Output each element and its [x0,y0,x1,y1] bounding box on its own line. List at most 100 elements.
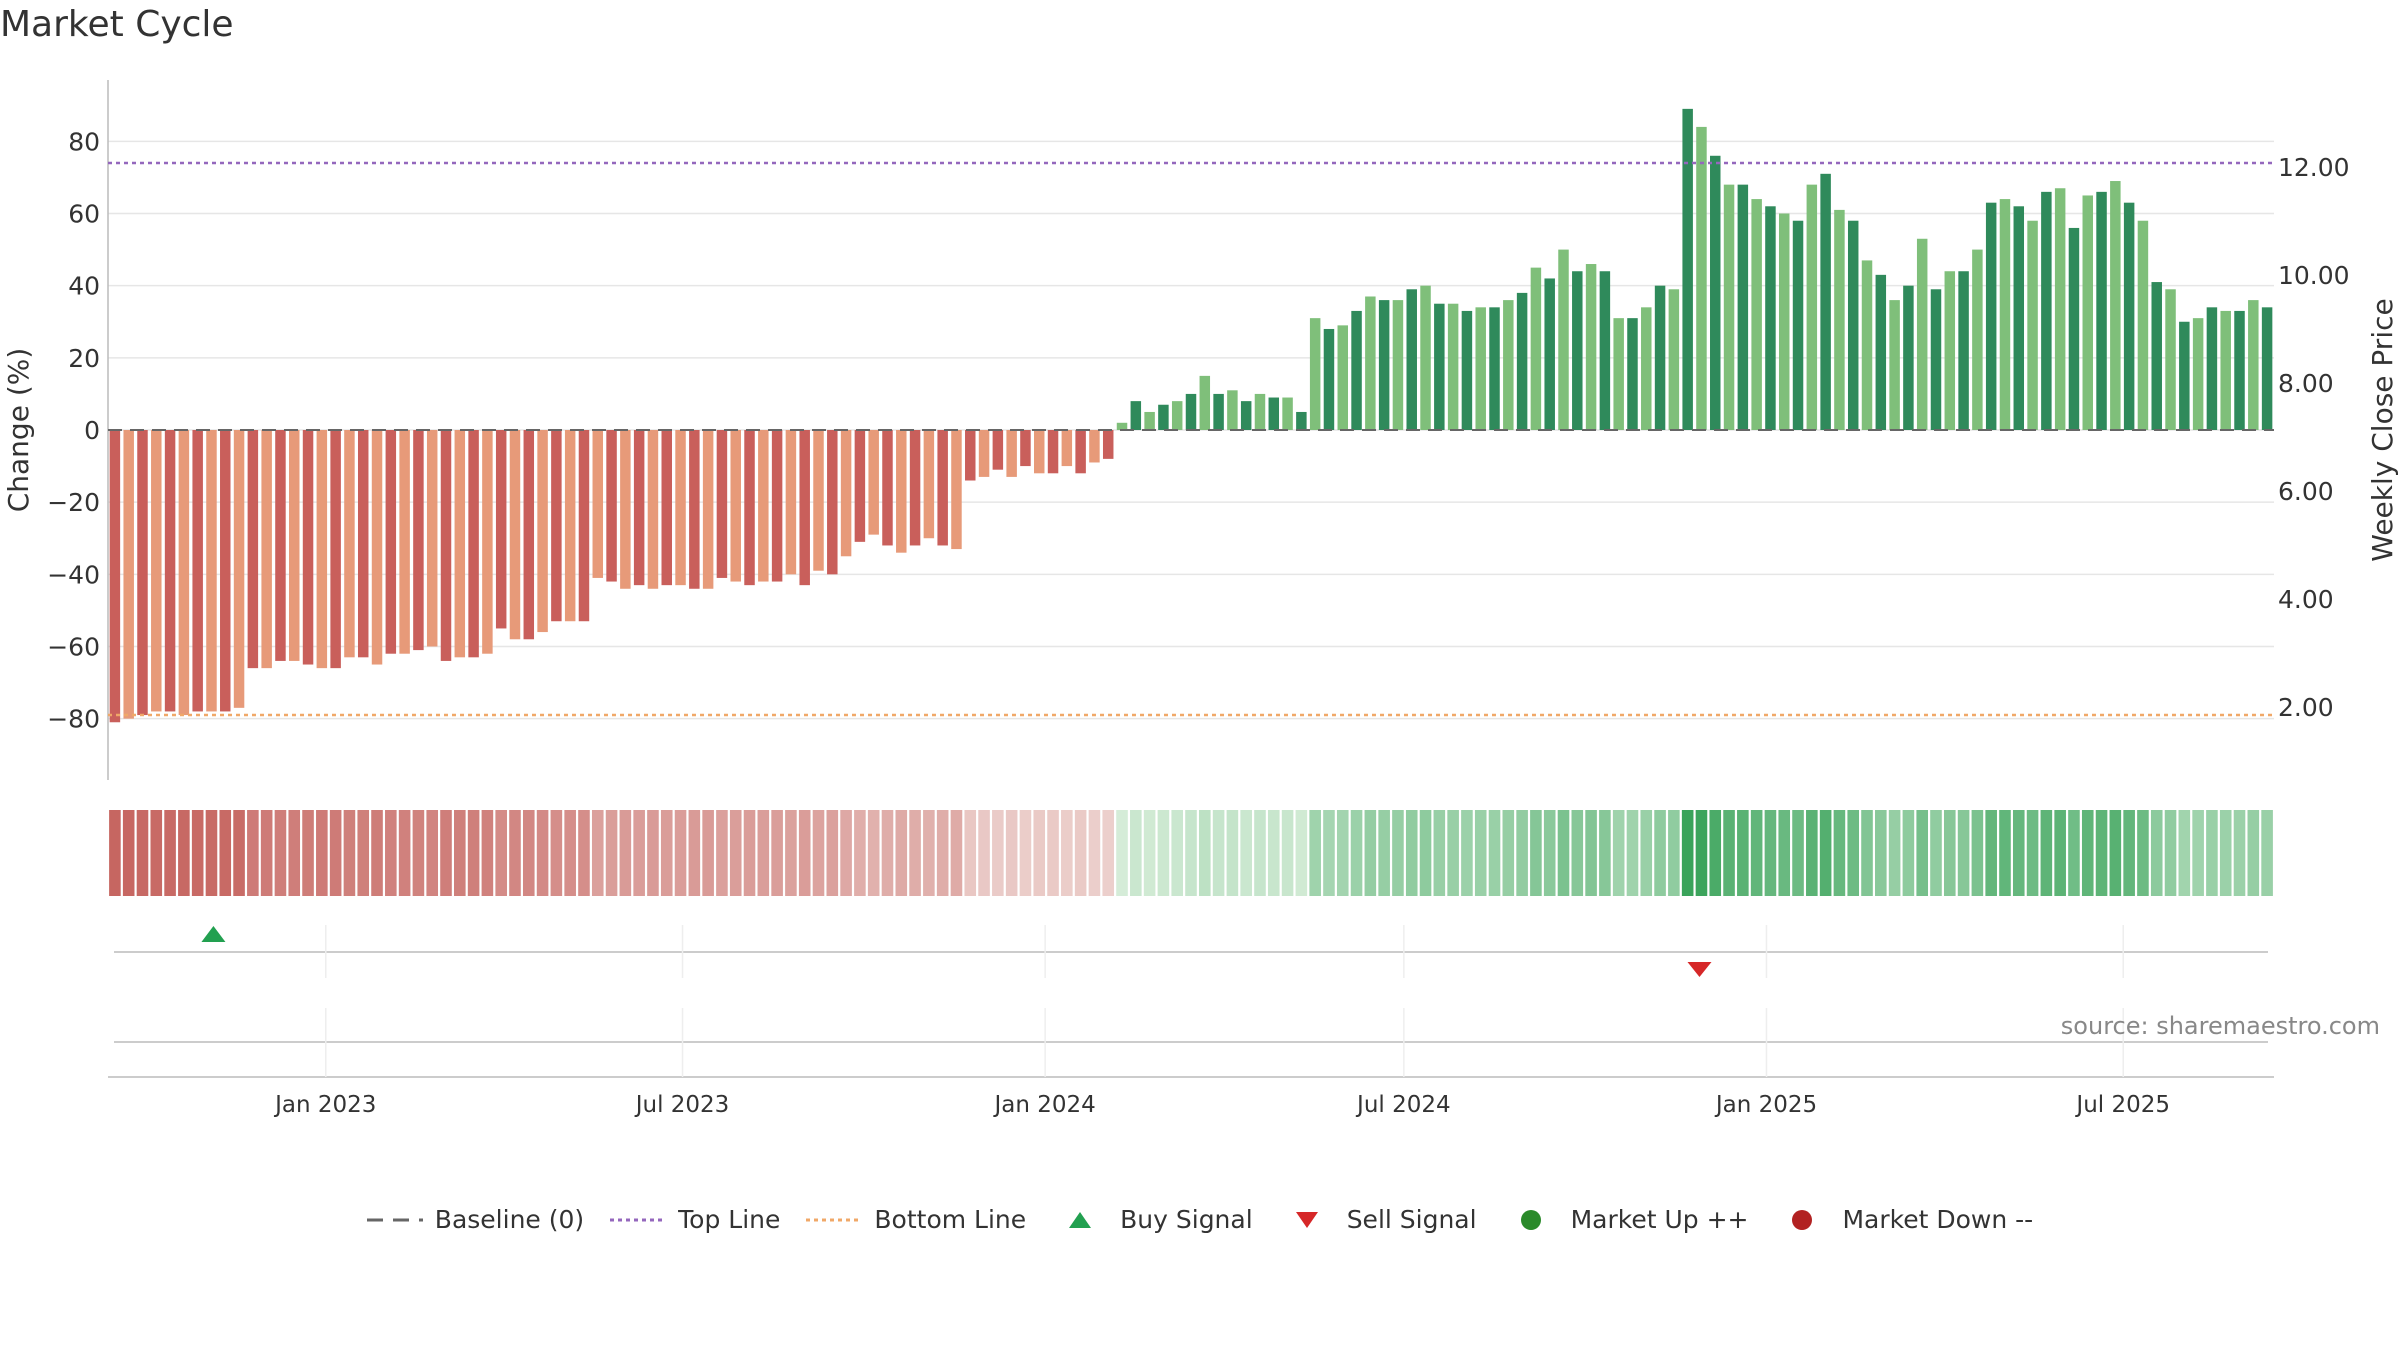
bar [275,430,286,661]
y2-axis-label: Weekly Close Price [2366,298,2399,561]
bar [316,430,328,669]
bar [965,430,976,481]
bar [896,430,907,553]
bar [744,430,755,586]
heat-cell [660,810,673,896]
bar [689,430,700,589]
heat-cell [343,810,356,896]
heat-cell [150,810,163,896]
heat-cell [2206,810,2218,896]
heat-cell [867,810,880,896]
heat-cell [2109,810,2122,896]
heat-cell [605,810,618,896]
bar [1613,318,1624,430]
bar [2096,191,2107,430]
legend-item: Market Up ++ [1503,1205,1748,1234]
heat-cell [467,810,480,896]
heat-cell [1309,810,1321,896]
x-tick-label: Jan 2024 [992,1092,1095,1118]
bar [1489,307,1500,430]
y-tick-label: 20 [68,344,100,373]
heat-cell [674,810,687,896]
heat-cell [1612,810,1625,896]
x-tick-label: Jan 2025 [1714,1092,1817,1118]
bar [440,430,452,661]
heat-cell [1985,810,1997,896]
bar [799,430,810,586]
bar [2179,321,2190,430]
bar [468,430,479,658]
bar [785,430,797,575]
heat-cell [591,810,604,896]
bar [1171,401,1183,430]
bar [1847,220,1859,430]
bar [1572,271,1583,430]
bar [2082,195,2093,430]
heat-cell [1267,810,1280,896]
heat-cell [2026,810,2039,896]
heat-cell [288,810,301,896]
market-down-circle-icon [1774,1206,1830,1234]
heat-cell [1212,810,1225,896]
bar [1199,375,1211,430]
heat-cell [509,810,521,896]
bar [1737,184,1749,430]
heat-cell [1543,810,1556,896]
heat-cell [1005,810,1018,896]
heat-cell [1295,810,1308,896]
heat-cell [1502,810,1515,896]
legend: Baseline (0) Top Line Bottom Line Buy Signa… [0,1205,2400,1234]
heat-cell [302,810,314,896]
bar [2123,202,2135,430]
bar [1903,285,1914,430]
bar [289,430,300,661]
bar [2261,307,2273,430]
bar [1323,328,1335,430]
heat-cell [1350,810,1363,896]
bar [2234,310,2245,430]
legend-label: Top Line [678,1205,781,1234]
heat-cell [1033,810,1046,896]
bar [2041,191,2052,430]
heat-cell [798,810,811,896]
bar [1751,199,1762,430]
bar [827,430,838,575]
sell-triangle-icon [1279,1206,1335,1234]
y-tick-label: 40 [68,272,100,301]
heat-cell [1654,810,1666,896]
bar [702,430,714,589]
bar [357,430,369,658]
bar [868,430,879,535]
bar [1309,318,1321,430]
y2-tick-label: 6.00 [2278,477,2334,506]
y2-tick-label: 4.00 [2278,585,2334,614]
bar [1999,199,2011,430]
bar [1282,397,1293,430]
heat-cell [1088,810,1101,896]
heat-cell [688,810,701,896]
heat-cell [1199,810,1211,896]
bar [1254,393,1266,430]
heat-cell [909,810,921,896]
sell-signal-marker [1687,962,1712,977]
heat-cell [178,810,190,896]
heat-cell [1571,810,1584,896]
bar [951,430,962,550]
legend-item: Market Down -- [1774,1205,2033,1234]
bar [1861,260,1873,430]
x-tick-label: Jul 2023 [634,1092,730,1118]
bar [937,430,948,546]
heat-cell [2192,810,2204,896]
heat-cell [1254,810,1266,896]
x-tick-label: Jul 2025 [2074,1092,2170,1118]
bar [2220,310,2231,430]
bar [1972,249,1983,430]
heat-cell [385,810,397,896]
bar [2192,318,2204,430]
legend-label: Sell Signal [1346,1205,1477,1234]
bar [1641,307,1652,430]
bar [551,430,562,622]
heat-cell [1819,810,1832,896]
bar [426,430,438,647]
legend-label: Buy Signal [1120,1205,1253,1234]
